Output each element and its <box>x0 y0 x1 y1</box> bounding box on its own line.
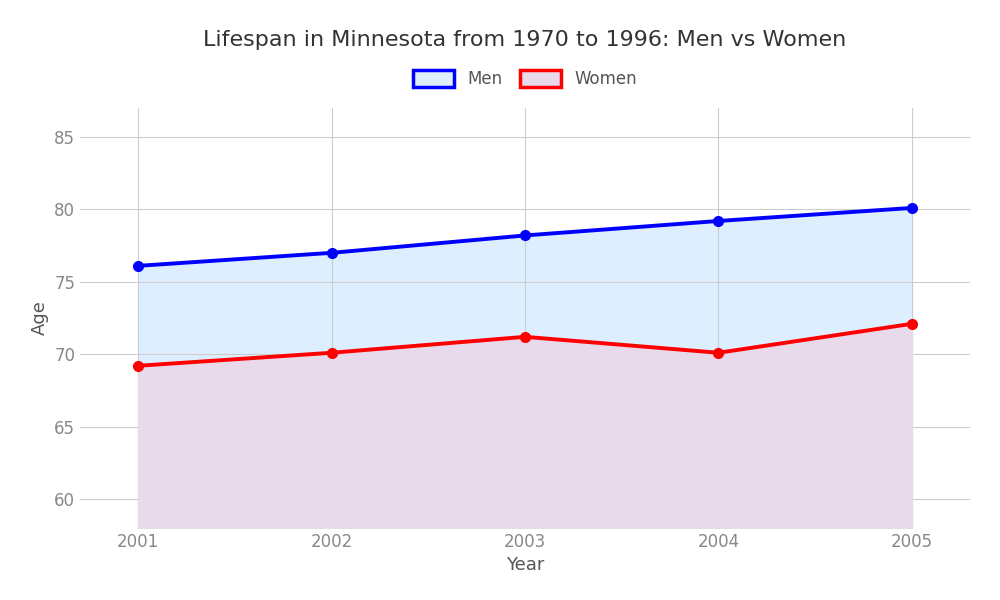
Title: Lifespan in Minnesota from 1970 to 1996: Men vs Women: Lifespan in Minnesota from 1970 to 1996:… <box>203 29 847 49</box>
Legend: Men, Women: Men, Women <box>404 62 646 97</box>
X-axis label: Year: Year <box>506 556 544 574</box>
Y-axis label: Age: Age <box>31 301 49 335</box>
